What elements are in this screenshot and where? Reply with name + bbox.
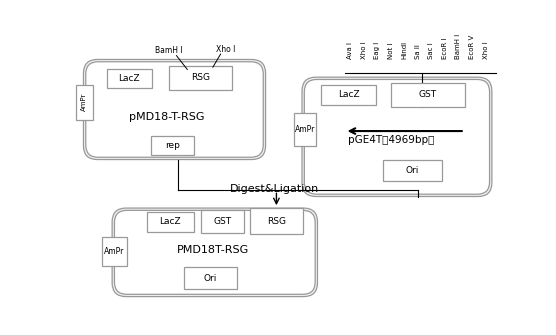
Text: GST: GST [419, 90, 437, 99]
Text: Xho I: Xho I [483, 41, 489, 59]
Text: Digest&Ligation: Digest&Ligation [230, 184, 320, 194]
Bar [151, 136, 193, 155]
Text: Not I: Not I [388, 42, 394, 59]
Text: BamH I: BamH I [455, 34, 461, 59]
Text: RSG: RSG [191, 73, 210, 82]
Bar [321, 85, 376, 105]
Text: Ori: Ori [204, 274, 217, 283]
Bar [391, 82, 465, 107]
Text: pMD18-T-RSG: pMD18-T-RSG [128, 112, 204, 122]
Bar [107, 69, 152, 88]
Text: pGE4T（4969bp）: pGE4T（4969bp） [348, 135, 434, 145]
Bar [168, 66, 232, 90]
FancyBboxPatch shape [115, 210, 315, 294]
Text: Xho I: Xho I [360, 41, 366, 59]
Bar [384, 159, 441, 181]
Bar [147, 212, 193, 232]
Bar [250, 208, 303, 234]
Text: GST: GST [214, 217, 232, 226]
Text: LacZ: LacZ [160, 217, 181, 226]
Text: Sa II: Sa II [415, 44, 421, 59]
FancyBboxPatch shape [302, 77, 492, 197]
Text: EcoR V: EcoR V [469, 35, 475, 59]
Text: PMD18T-RSG: PMD18T-RSG [177, 246, 249, 255]
Text: HindI: HindI [401, 41, 407, 59]
Text: rep: rep [165, 141, 180, 150]
FancyBboxPatch shape [86, 62, 263, 157]
FancyBboxPatch shape [304, 79, 489, 194]
Text: RSG: RSG [267, 217, 286, 226]
Text: AmPr: AmPr [295, 125, 315, 134]
Bar [76, 85, 93, 120]
Bar [201, 210, 244, 233]
Text: Ori: Ori [406, 166, 419, 175]
Text: Sac I: Sac I [428, 42, 434, 59]
FancyBboxPatch shape [112, 208, 317, 296]
Text: LacZ: LacZ [337, 90, 359, 99]
Text: AmPr: AmPr [105, 247, 125, 256]
Bar [102, 237, 127, 266]
Text: BamH I: BamH I [155, 46, 182, 55]
Text: EcoR I: EcoR I [442, 37, 448, 59]
Bar [294, 113, 316, 146]
Text: AmPr: AmPr [81, 93, 87, 111]
Text: Ava I: Ava I [347, 42, 353, 59]
Text: Xho I: Xho I [216, 45, 236, 54]
FancyBboxPatch shape [83, 59, 266, 159]
Text: LacZ: LacZ [118, 74, 140, 83]
Bar [184, 267, 237, 289]
Text: Eag I: Eag I [374, 42, 380, 59]
